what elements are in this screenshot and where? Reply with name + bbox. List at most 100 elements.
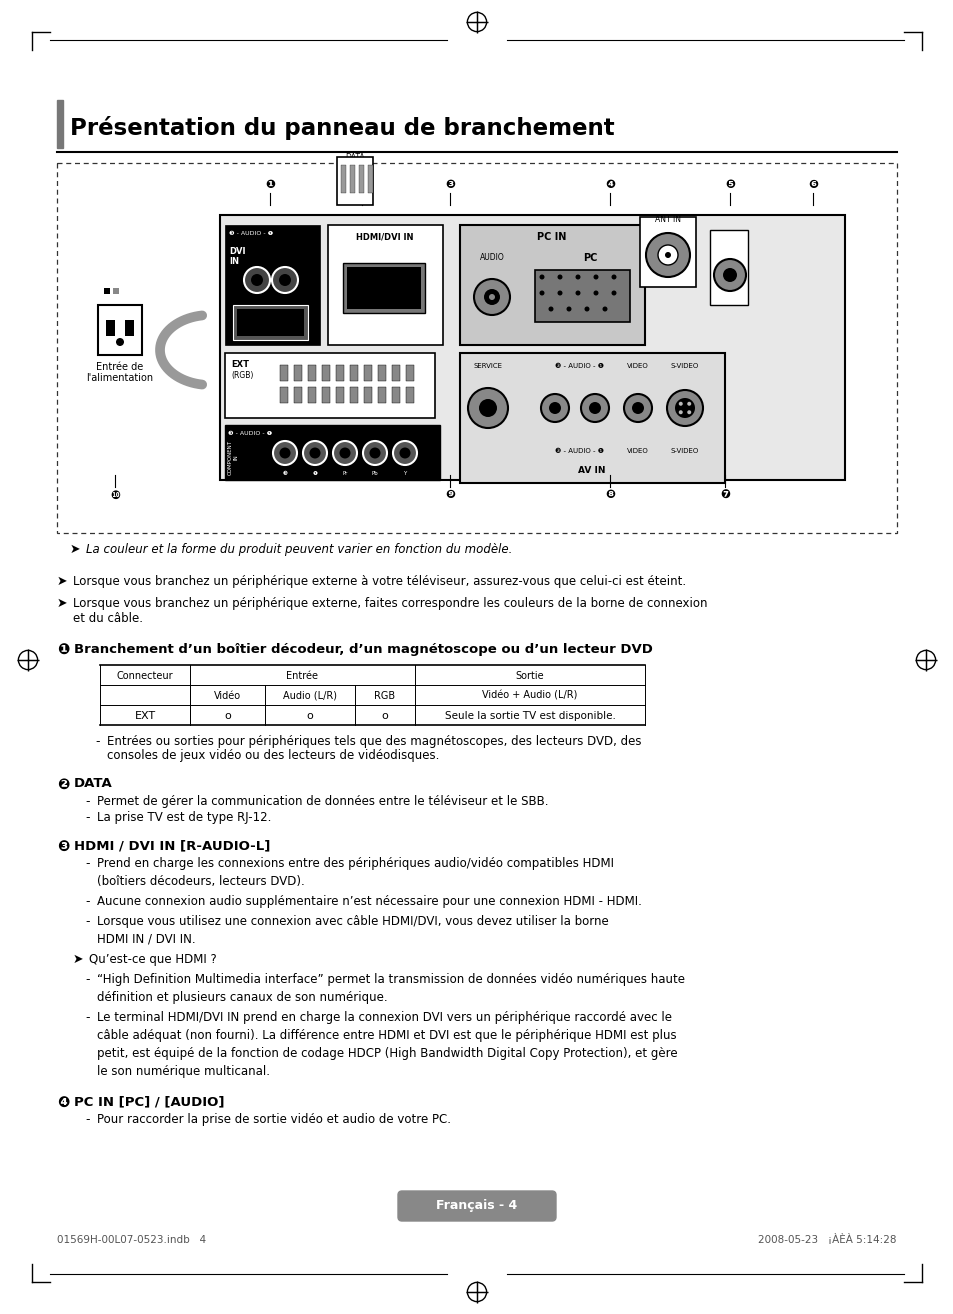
Bar — [57, 163, 896, 533]
Circle shape — [333, 442, 356, 465]
Text: o: o — [224, 711, 231, 721]
Circle shape — [584, 306, 589, 311]
Text: VIDEO: VIDEO — [626, 363, 648, 369]
Bar — [364, 388, 372, 403]
Text: ❷: ❷ — [356, 179, 367, 192]
Text: ➤: ➤ — [73, 953, 84, 966]
Circle shape — [686, 410, 691, 414]
Text: ❸: ❸ — [57, 840, 70, 854]
Text: ❸: ❸ — [282, 470, 287, 476]
Text: Vidéo: Vidéo — [213, 691, 241, 700]
Circle shape — [602, 306, 607, 311]
Text: Lorsque vous utilisez une connexion avec câble HDMI/DVI, vous devez utiliser la : Lorsque vous utilisez une connexion avec… — [97, 915, 608, 928]
Circle shape — [474, 279, 510, 315]
Text: ❹: ❹ — [57, 1095, 70, 1110]
Text: Audio (L/R): Audio (L/R) — [283, 691, 336, 700]
Circle shape — [399, 448, 410, 459]
Bar — [459, 225, 644, 346]
Text: Lorsque vous branchez un périphérique externe, faites correspondre les couleurs : Lorsque vous branchez un périphérique ex… — [73, 597, 707, 610]
Bar — [406, 365, 414, 381]
Circle shape — [713, 259, 745, 290]
Text: -: - — [85, 811, 90, 824]
Bar — [335, 388, 344, 403]
Circle shape — [722, 268, 737, 283]
Text: et du câble.: et du câble. — [73, 612, 143, 625]
Text: EXT: EXT — [231, 360, 249, 369]
Text: ❸: ❸ — [444, 179, 455, 192]
Circle shape — [251, 275, 263, 286]
Bar — [368, 166, 373, 193]
Text: Lorsque vous branchez un périphérique externe à votre téléviseur, assurez-vous q: Lorsque vous branchez un périphérique ex… — [73, 576, 685, 587]
Text: RGB: RGB — [374, 691, 395, 700]
Circle shape — [557, 290, 562, 296]
Circle shape — [575, 290, 579, 296]
Text: EXT: EXT — [134, 711, 155, 721]
Text: ❸ - AUDIO - ❶: ❸ - AUDIO - ❶ — [229, 231, 273, 237]
Bar — [364, 365, 372, 381]
Circle shape — [658, 244, 678, 265]
Circle shape — [588, 402, 600, 414]
Text: Entrée de: Entrée de — [96, 361, 144, 372]
Bar — [328, 225, 442, 346]
Text: ❻: ❻ — [807, 179, 817, 192]
Text: l'alimentation: l'alimentation — [87, 373, 153, 382]
Text: DATA: DATA — [345, 152, 364, 162]
Circle shape — [279, 448, 291, 459]
Text: S-VIDEO: S-VIDEO — [670, 363, 699, 369]
Circle shape — [580, 394, 608, 422]
Circle shape — [303, 442, 327, 465]
Circle shape — [675, 398, 695, 418]
Circle shape — [244, 267, 270, 293]
Bar — [294, 388, 302, 403]
Text: ANT IN: ANT IN — [655, 215, 680, 223]
Text: VIDEO: VIDEO — [626, 448, 648, 455]
Bar — [125, 321, 133, 336]
Text: ❾: ❾ — [444, 489, 455, 502]
Text: DATA: DATA — [74, 777, 112, 790]
Circle shape — [566, 306, 571, 311]
Bar — [225, 424, 439, 480]
Text: AUDIO: AUDIO — [479, 254, 504, 261]
Bar — [322, 365, 330, 381]
Text: “High Definition Multimedia interface” permet la transmission de données vidéo n: “High Definition Multimedia interface” p… — [97, 972, 684, 986]
Text: -: - — [85, 895, 90, 908]
Bar — [377, 365, 386, 381]
Text: -: - — [85, 1010, 90, 1024]
Text: Pb: Pb — [372, 470, 378, 476]
Bar — [233, 305, 308, 340]
Text: Permet de gérer la communication de données entre le téléviseur et le SBB.: Permet de gérer la communication de donn… — [97, 795, 548, 808]
Bar — [335, 365, 344, 381]
Circle shape — [686, 402, 691, 406]
Text: ❶: ❶ — [57, 643, 70, 658]
Circle shape — [363, 442, 387, 465]
Bar — [225, 353, 435, 418]
Bar — [639, 217, 696, 286]
Text: -: - — [85, 1113, 90, 1126]
Bar — [225, 225, 319, 346]
Bar — [294, 365, 302, 381]
Text: SERVICE: SERVICE — [473, 363, 502, 369]
Circle shape — [540, 394, 568, 422]
Circle shape — [623, 394, 651, 422]
Text: ➤: ➤ — [70, 543, 80, 556]
Circle shape — [548, 402, 560, 414]
Text: ❶: ❶ — [265, 179, 274, 192]
Bar — [336, 156, 373, 205]
Text: -: - — [85, 857, 90, 870]
Circle shape — [483, 289, 499, 305]
Text: Pour raccorder la prise de sortie vidéo et audio de votre PC.: Pour raccorder la prise de sortie vidéo … — [97, 1113, 451, 1126]
Text: La couleur et la forme du produit peuvent varier en fonction du modèle.: La couleur et la forme du produit peuven… — [86, 543, 512, 556]
Circle shape — [309, 448, 320, 459]
Text: PC IN: PC IN — [537, 233, 566, 242]
Text: Présentation du panneau de branchement: Présentation du panneau de branchement — [70, 116, 614, 141]
Text: -: - — [85, 972, 90, 986]
Text: Qu’est-ce que HDMI ?: Qu’est-ce que HDMI ? — [89, 953, 216, 966]
Text: Y: Y — [403, 470, 406, 476]
Bar — [340, 166, 346, 193]
Text: câble adéquat (non fourni). La différence entre HDMI et DVI est que le périphéri: câble adéquat (non fourni). La différenc… — [97, 1029, 676, 1042]
Bar — [106, 321, 115, 336]
Text: o: o — [306, 711, 313, 721]
Text: PC IN [PC] / [AUDIO]: PC IN [PC] / [AUDIO] — [74, 1095, 224, 1108]
Text: Pr: Pr — [342, 470, 347, 476]
Circle shape — [645, 233, 689, 277]
